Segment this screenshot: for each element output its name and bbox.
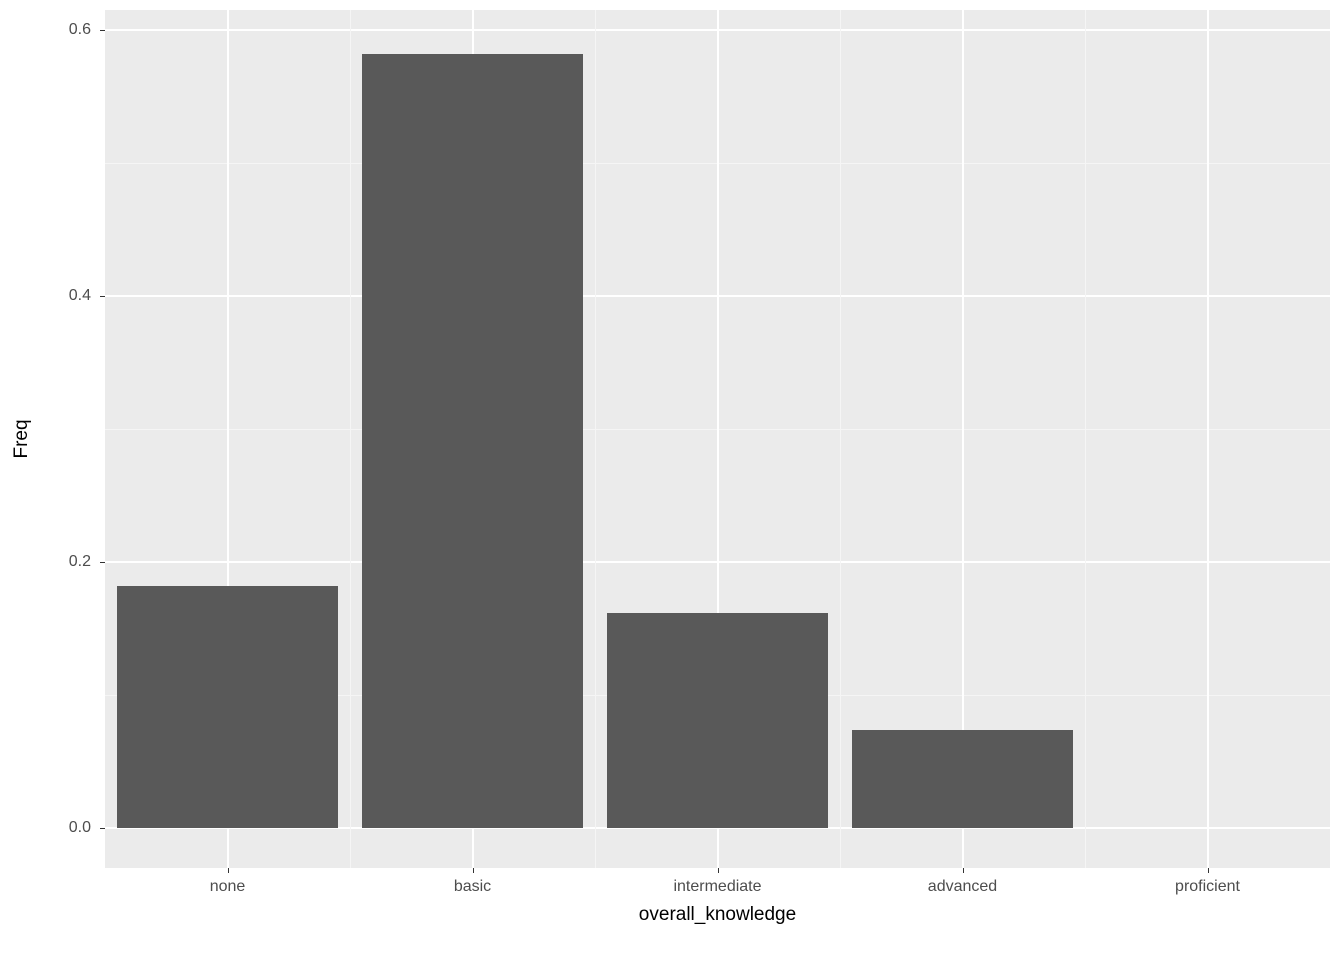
y-tick-label: 0.0 (0, 819, 91, 837)
gridline-minor-v (595, 10, 596, 868)
x-tick-label: advanced (928, 878, 997, 896)
x-tick-label: proficient (1175, 878, 1240, 896)
bar (362, 54, 583, 828)
bar (117, 586, 338, 828)
gridline-minor-v (1085, 10, 1086, 868)
y-tick-mark (100, 828, 105, 829)
bar (852, 730, 1073, 828)
x-tick-label: intermediate (673, 878, 761, 896)
y-tick-mark (100, 562, 105, 563)
y-tick-label: 0.6 (0, 21, 91, 39)
x-tick-mark (963, 868, 964, 873)
x-tick-mark (473, 868, 474, 873)
y-tick-mark (100, 296, 105, 297)
gridline-minor-v (840, 10, 841, 868)
gridline-minor-v (350, 10, 351, 868)
y-tick-label: 0.2 (0, 553, 91, 571)
bar-chart: Freq overall_knowledge 0.0 0.2 0.4 0.6 none b… (0, 0, 1344, 960)
gridline-major-v (1207, 10, 1209, 868)
x-tick-mark (718, 868, 719, 873)
bar (607, 613, 828, 828)
y-axis-title: Freq (11, 419, 33, 458)
x-tick-mark (228, 868, 229, 873)
x-axis-title: overall_knowledge (639, 904, 796, 926)
x-tick-mark (1208, 868, 1209, 873)
y-tick-mark (100, 30, 105, 31)
x-tick-label: basic (454, 878, 491, 896)
y-tick-label: 0.4 (0, 287, 91, 305)
x-tick-label: none (210, 878, 246, 896)
plot-panel (105, 10, 1330, 868)
